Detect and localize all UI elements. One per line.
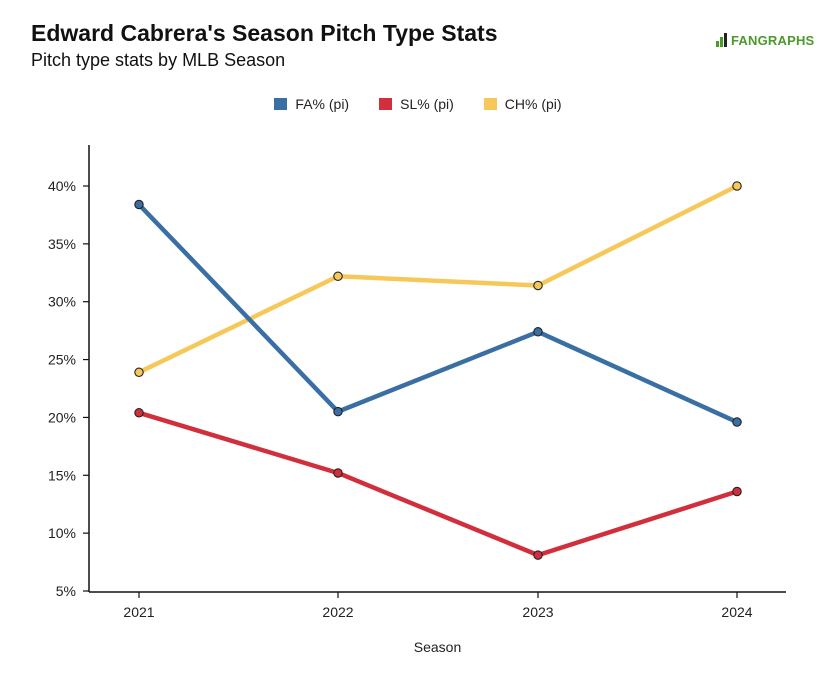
fangraphs-logo[interactable]: FANGRAPHS bbox=[716, 32, 814, 48]
data-point-sl-2023[interactable] bbox=[533, 550, 543, 560]
series-line-ch bbox=[136, 183, 740, 375]
series-points bbox=[134, 181, 742, 560]
y-tick-label: 20% bbox=[48, 409, 76, 425]
data-point-ch-2021[interactable] bbox=[134, 367, 144, 378]
legend-item-fa[interactable]: FA% (pi) bbox=[274, 96, 349, 112]
series-line-sl bbox=[136, 410, 740, 558]
x-tick-label: 2022 bbox=[322, 604, 353, 620]
fangraphs-logo-text: FANGRAPHS bbox=[731, 32, 815, 48]
data-point-fa-2024[interactable] bbox=[732, 417, 742, 427]
x-tick-label: 2023 bbox=[522, 604, 553, 620]
x-axis-title: Season bbox=[414, 639, 461, 655]
data-point-ch-2024[interactable] bbox=[732, 181, 742, 191]
series-line-fa bbox=[136, 202, 740, 425]
x-tick-label: 2021 bbox=[123, 604, 154, 620]
legend-swatch-sl bbox=[379, 98, 393, 110]
y-tick-label: 35% bbox=[48, 236, 76, 252]
data-point-fa-2021[interactable] bbox=[134, 199, 144, 210]
chart-subtitle: Pitch type stats by MLB Season bbox=[31, 50, 286, 70]
legend-item-sl[interactable]: SL% (pi) bbox=[379, 96, 454, 112]
x-tick-label: 2024 bbox=[721, 604, 752, 620]
data-point-fa-2022[interactable] bbox=[333, 406, 343, 417]
y-tick-label: 40% bbox=[48, 178, 76, 194]
data-point-ch-2023[interactable] bbox=[533, 280, 543, 291]
data-point-fa-2023[interactable] bbox=[533, 327, 543, 337]
chart-legend: FA% (pi) SL% (pi) CH% (pi) bbox=[0, 96, 836, 112]
y-tick-label: 10% bbox=[48, 525, 76, 541]
data-point-sl-2021[interactable] bbox=[134, 408, 144, 418]
data-point-ch-2022[interactable] bbox=[333, 271, 343, 282]
legend-label-ch: CH% (pi) bbox=[504, 96, 562, 112]
legend-label-fa: FA% (pi) bbox=[295, 96, 350, 112]
data-point-sl-2024[interactable] bbox=[732, 486, 742, 497]
legend-swatch-ch bbox=[483, 98, 497, 110]
y-tick-label: 15% bbox=[48, 467, 76, 483]
series-lines bbox=[136, 183, 740, 558]
chart-axes: 5% 10% 15% 20% 25% 30% 35% 40% 2021 2022 2023 2024 bbox=[48, 145, 786, 620]
y-tick-label: 25% bbox=[48, 352, 76, 368]
chart-title: Edward Cabrera's Season Pitch Type Stats bbox=[31, 20, 498, 46]
legend-label-sl: SL% (pi) bbox=[400, 96, 454, 112]
legend-swatch-fa bbox=[274, 98, 288, 110]
fangraphs-logo-icon bbox=[716, 33, 727, 47]
y-tick-label: 30% bbox=[48, 294, 76, 310]
legend-item-ch[interactable]: CH% (pi) bbox=[483, 96, 562, 112]
data-point-sl-2022[interactable] bbox=[333, 468, 343, 478]
y-tick-label: 5% bbox=[56, 583, 76, 599]
